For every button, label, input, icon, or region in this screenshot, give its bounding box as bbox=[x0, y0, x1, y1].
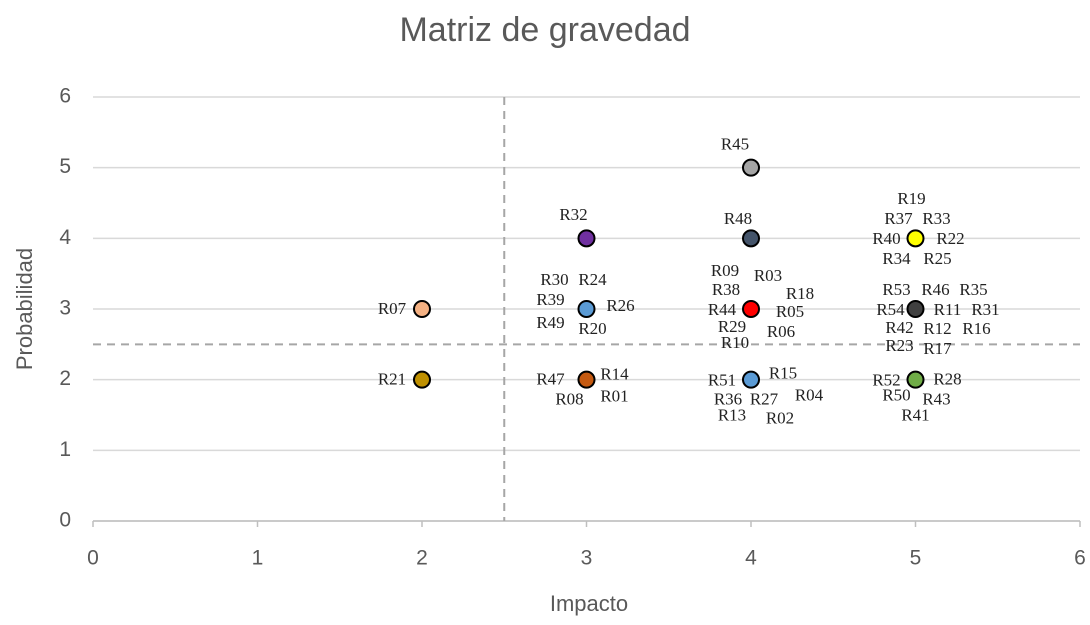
point-label: R27 bbox=[750, 390, 779, 409]
x-tick-label: 0 bbox=[87, 547, 99, 570]
point-label: R29 bbox=[718, 317, 746, 336]
x-tick-label: 5 bbox=[910, 547, 922, 570]
point-label: R51 bbox=[708, 371, 736, 390]
x-tick-label: 2 bbox=[416, 547, 428, 570]
point-label: R53 bbox=[882, 280, 910, 299]
point-label: R22 bbox=[936, 229, 964, 248]
point-label: R19 bbox=[897, 189, 925, 208]
point-label: R37 bbox=[884, 209, 913, 228]
point-label: R45 bbox=[721, 135, 749, 154]
point-label: R44 bbox=[708, 300, 737, 319]
data-point bbox=[742, 158, 760, 177]
point-label: R32 bbox=[559, 205, 587, 224]
data-point bbox=[742, 300, 760, 318]
data-point bbox=[413, 370, 431, 389]
chart-title: Matriz de gravedad bbox=[399, 11, 690, 49]
point-label: R40 bbox=[872, 229, 900, 248]
point-label: R46 bbox=[921, 280, 949, 299]
point-label: R36 bbox=[714, 390, 742, 409]
point-label: R25 bbox=[923, 249, 951, 268]
data-point bbox=[577, 300, 596, 318]
point-label: R20 bbox=[578, 319, 606, 338]
point-label: R38 bbox=[712, 280, 740, 299]
point-label: R02 bbox=[766, 409, 794, 428]
y-axis-label: Probabilidad bbox=[12, 248, 37, 370]
point-label: R41 bbox=[901, 406, 929, 425]
point-label: R42 bbox=[885, 318, 913, 337]
y-tick-label: 4 bbox=[59, 226, 71, 249]
point-label: R54 bbox=[876, 300, 905, 319]
point-label: R04 bbox=[795, 386, 824, 405]
point-label: R43 bbox=[922, 390, 950, 409]
data-point bbox=[742, 370, 760, 389]
y-tick-label: 5 bbox=[59, 155, 71, 178]
point-label: R07 bbox=[378, 299, 407, 318]
point-label: R18 bbox=[786, 284, 814, 303]
point-label: R21 bbox=[378, 370, 406, 389]
point-label: R16 bbox=[962, 319, 990, 338]
point-label: R33 bbox=[922, 209, 950, 228]
point-label: R17 bbox=[923, 339, 952, 358]
point-label: R52 bbox=[872, 371, 900, 390]
data-point bbox=[906, 229, 925, 248]
point-label: R03 bbox=[754, 266, 782, 285]
point-label: R31 bbox=[971, 300, 999, 319]
point-label: R15 bbox=[769, 364, 797, 383]
point-label: R47 bbox=[536, 370, 565, 389]
point-label: R05 bbox=[776, 302, 804, 321]
point-label: R39 bbox=[536, 290, 564, 309]
x-tick-label: 1 bbox=[252, 547, 264, 570]
point-label: R26 bbox=[606, 296, 634, 315]
x-axis-label: Impacto bbox=[550, 591, 628, 616]
point-label: R50 bbox=[882, 386, 910, 405]
data-point bbox=[577, 229, 596, 248]
y-tick-label: 1 bbox=[59, 438, 71, 461]
point-label: R35 bbox=[959, 280, 987, 299]
x-tick-label: 3 bbox=[581, 547, 593, 570]
point-label: R24 bbox=[578, 270, 607, 289]
point-label: R28 bbox=[933, 370, 961, 389]
x-tick-label: 4 bbox=[745, 547, 757, 570]
point-label: R06 bbox=[767, 322, 795, 341]
point-label: R13 bbox=[718, 406, 746, 425]
point-label: R09 bbox=[711, 261, 739, 280]
point-label: R30 bbox=[540, 270, 568, 289]
point-label: R10 bbox=[721, 333, 749, 352]
point-label: R11 bbox=[934, 300, 962, 319]
point-label: R01 bbox=[600, 387, 628, 406]
point-label: R23 bbox=[885, 336, 913, 355]
y-tick-label: 2 bbox=[59, 367, 71, 390]
data-point bbox=[906, 370, 925, 389]
x-tick-label: 6 bbox=[1074, 547, 1086, 570]
point-label: R14 bbox=[600, 365, 629, 384]
point-label: R49 bbox=[536, 313, 564, 332]
point-label: R12 bbox=[923, 319, 951, 338]
point-label: R34 bbox=[882, 249, 911, 268]
y-tick-label: 0 bbox=[59, 509, 71, 532]
point-label: R48 bbox=[724, 209, 752, 228]
data-point bbox=[906, 300, 925, 318]
data-point bbox=[413, 300, 431, 318]
point-label: R08 bbox=[555, 390, 583, 409]
data-point bbox=[742, 229, 760, 248]
y-tick-label: 3 bbox=[59, 297, 71, 320]
data-point bbox=[577, 370, 596, 389]
y-tick-label: 6 bbox=[59, 85, 71, 108]
